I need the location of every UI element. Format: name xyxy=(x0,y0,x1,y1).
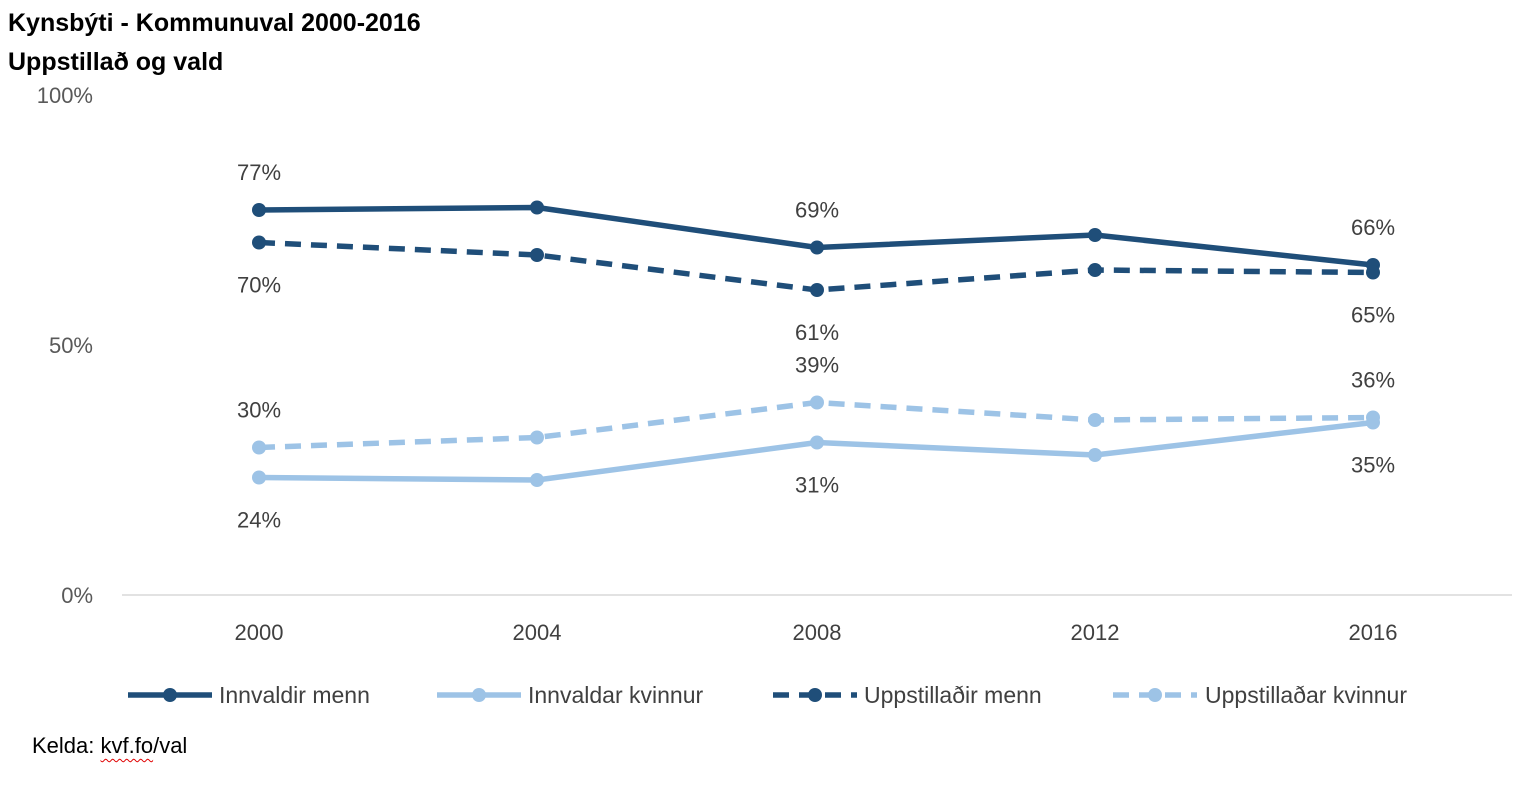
source-link[interactable]: kvf.fo xyxy=(100,733,154,758)
data-label: 65% xyxy=(1351,303,1395,328)
series-marker xyxy=(530,473,544,487)
x-axis: 2000 2004 2008 2012 2016 xyxy=(122,594,1512,645)
series-marker xyxy=(252,235,266,250)
legend-label: Innvaldir menn xyxy=(219,682,370,708)
series-marker xyxy=(1366,410,1380,425)
data-label: 36% xyxy=(1351,368,1395,393)
legend-swatch-marker xyxy=(1148,688,1162,702)
y-axis: 0% 50% 100% xyxy=(37,83,93,608)
y-tick-label: 0% xyxy=(61,583,93,608)
x-tick-label: 2012 xyxy=(1071,620,1120,645)
series-marker xyxy=(810,283,824,297)
series-marker xyxy=(252,440,266,455)
series-marker xyxy=(252,470,266,485)
series-marker xyxy=(1088,448,1102,462)
series-marker xyxy=(810,240,824,255)
data-label: 24% xyxy=(237,508,281,533)
chart-subtitle: Uppstillað og vald xyxy=(8,48,224,76)
series-marker xyxy=(530,200,544,215)
data-label: 70% xyxy=(237,273,281,298)
data-label: 31% xyxy=(795,473,839,498)
source-note: Kelda: kvf.fo/val xyxy=(32,733,187,759)
series-marker xyxy=(530,430,544,445)
y-tick-label: 100% xyxy=(37,83,93,108)
series-marker xyxy=(1366,265,1380,280)
series-layer xyxy=(252,200,1380,487)
data-label: 30% xyxy=(237,398,281,423)
source-prefix: Kelda: xyxy=(32,733,101,758)
legend-swatch-marker xyxy=(472,688,486,702)
legend-label: Uppstillaðir menn xyxy=(864,682,1042,708)
x-tick-label: 2016 xyxy=(1349,620,1398,645)
x-tick-label: 2004 xyxy=(513,620,562,645)
x-tick-label: 2000 xyxy=(235,620,284,645)
legend-label: Innvaldar kvinnur xyxy=(528,682,703,708)
data-label: 39% xyxy=(795,353,839,378)
data-labels: 77% 69% 66% 24% 31% 35% 70% 61% 65% 30% 39% 36% xyxy=(237,160,1395,533)
source-suffix: /val xyxy=(153,733,188,758)
legend-label: Uppstillaðar kvinnur xyxy=(1205,682,1407,708)
series-marker xyxy=(1088,228,1102,242)
chart-title: Kynsbýti - Kommunuval 2000-2016 xyxy=(8,9,421,37)
x-tick-label: 2008 xyxy=(793,620,842,645)
legend-swatch-marker xyxy=(808,688,822,702)
series-marker xyxy=(1088,263,1102,277)
legend: Innvaldir menn Innvaldar kvinnur Uppstilla… xyxy=(128,682,1407,708)
chart-title-block: Kynsbýti - Kommunuval 2000-2016 Uppstill… xyxy=(8,4,421,82)
data-label: 35% xyxy=(1351,453,1395,478)
series-line-2 xyxy=(258,419,1374,483)
series-marker xyxy=(810,395,824,410)
series-marker xyxy=(810,435,824,450)
data-label: 69% xyxy=(795,198,839,223)
data-label: 66% xyxy=(1351,215,1395,240)
series-marker xyxy=(1088,413,1102,427)
series-marker xyxy=(252,203,266,217)
legend-swatch-marker xyxy=(163,688,177,702)
series-marker xyxy=(530,248,544,262)
y-tick-label: 50% xyxy=(49,333,93,358)
data-label: 61% xyxy=(795,320,839,345)
data-label: 77% xyxy=(237,160,281,185)
